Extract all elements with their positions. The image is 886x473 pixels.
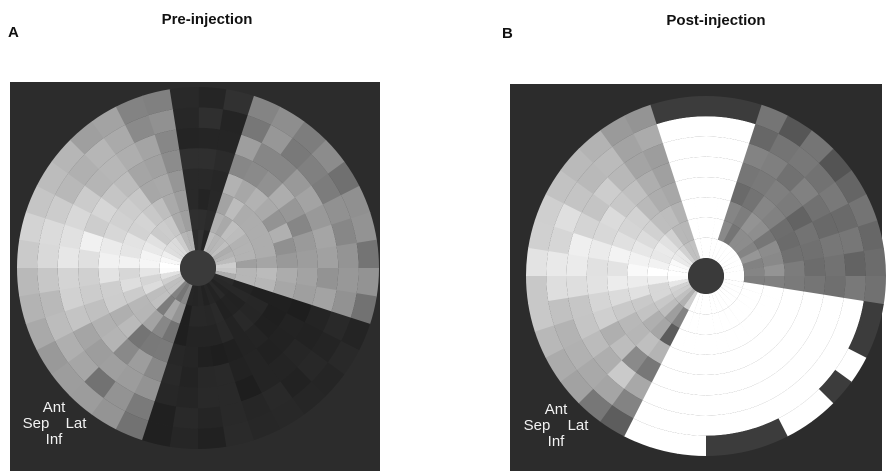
polar-segment bbox=[37, 242, 59, 268]
polar-center bbox=[688, 258, 724, 294]
polar-segment bbox=[705, 374, 724, 395]
polar-segment bbox=[197, 366, 216, 388]
polar-segment bbox=[357, 240, 379, 269]
polar-segment bbox=[170, 87, 199, 109]
panel-title: Pre-injection bbox=[162, 11, 253, 28]
polar-segment bbox=[587, 275, 608, 294]
polar-segment bbox=[678, 96, 707, 118]
polar-segment bbox=[684, 137, 707, 159]
polar-segment bbox=[337, 243, 359, 269]
polar-segment bbox=[58, 267, 80, 290]
polar-segment bbox=[336, 268, 358, 294]
polar-segment bbox=[864, 276, 886, 305]
polar-segment bbox=[296, 249, 318, 268]
polar-segment bbox=[706, 116, 732, 138]
polar-segment bbox=[78, 267, 100, 286]
polar-segment bbox=[567, 275, 589, 298]
polar-segment bbox=[864, 248, 886, 277]
polar-segment bbox=[197, 386, 220, 408]
polar-segment bbox=[176, 128, 199, 150]
polar-segment bbox=[705, 414, 731, 436]
polar-segment bbox=[706, 96, 735, 118]
polar-segment bbox=[824, 254, 846, 277]
polar-segment bbox=[844, 251, 866, 277]
polar-segment bbox=[546, 250, 568, 276]
polar-segment bbox=[804, 257, 825, 276]
orientation-label: Inf bbox=[46, 431, 64, 448]
polar-segment bbox=[546, 275, 568, 301]
orientation-label: Inf bbox=[548, 433, 566, 450]
panel-title: Post-injection bbox=[666, 12, 765, 29]
panel-letter: B bbox=[502, 25, 513, 42]
polar-segment bbox=[198, 107, 224, 129]
polar-map bbox=[526, 96, 886, 456]
polar-segment bbox=[198, 87, 227, 109]
orientation-label: Sep bbox=[23, 415, 50, 432]
polar-segment bbox=[197, 427, 226, 449]
polar-segment bbox=[17, 239, 39, 268]
polar-segment bbox=[526, 247, 548, 276]
panel-letter: A bbox=[8, 24, 19, 41]
figure: A Pre-injection Ant Sep Lat Inf B Post-i… bbox=[0, 0, 886, 473]
polar-segment bbox=[357, 268, 379, 297]
polar-segment bbox=[526, 275, 548, 304]
orientation-label: Sep bbox=[524, 417, 551, 434]
polar-segment bbox=[681, 116, 707, 138]
polar-segment bbox=[677, 434, 706, 456]
polar-segment bbox=[687, 157, 706, 178]
polar-segment bbox=[705, 394, 728, 416]
polar-segment bbox=[172, 406, 198, 428]
orientation-label: Ant bbox=[43, 399, 66, 416]
orientation-label: Lat bbox=[66, 415, 88, 432]
orientation-label: Lat bbox=[568, 417, 590, 434]
polar-segment bbox=[197, 407, 223, 429]
polar-segment bbox=[17, 267, 39, 296]
polar-segment bbox=[680, 414, 706, 436]
polar-segment bbox=[179, 148, 198, 170]
orientation-label: Ant bbox=[545, 401, 568, 418]
polar-map bbox=[17, 87, 379, 449]
polar-segment bbox=[844, 276, 866, 302]
polar-segment bbox=[316, 246, 338, 269]
polar-center bbox=[180, 250, 216, 286]
polar-segment bbox=[169, 427, 198, 449]
polar-segment bbox=[173, 107, 199, 129]
polar-segment bbox=[37, 267, 59, 293]
polar-segment bbox=[705, 434, 734, 456]
